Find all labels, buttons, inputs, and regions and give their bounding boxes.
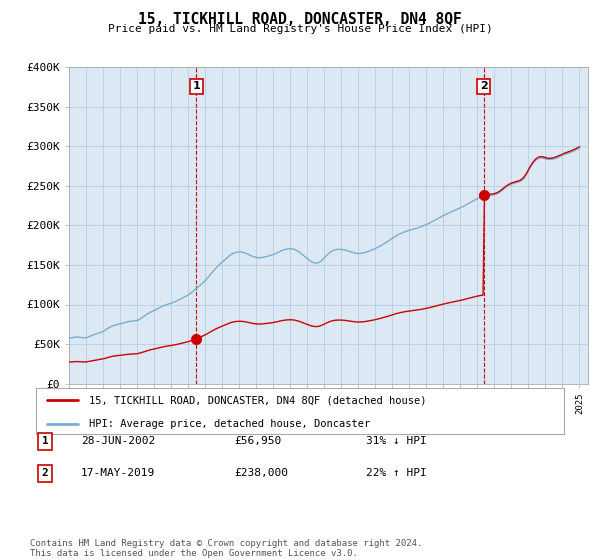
Text: 15, TICKHILL ROAD, DONCASTER, DN4 8QF (detached house): 15, TICKHILL ROAD, DONCASTER, DN4 8QF (d… xyxy=(89,395,426,405)
Text: Contains HM Land Registry data © Crown copyright and database right 2024.
This d: Contains HM Land Registry data © Crown c… xyxy=(30,539,422,558)
Text: 17-MAY-2019: 17-MAY-2019 xyxy=(81,468,155,478)
Text: 15, TICKHILL ROAD, DONCASTER, DN4 8QF: 15, TICKHILL ROAD, DONCASTER, DN4 8QF xyxy=(138,12,462,27)
Text: £238,000: £238,000 xyxy=(234,468,288,478)
Text: Price paid vs. HM Land Registry's House Price Index (HPI): Price paid vs. HM Land Registry's House … xyxy=(107,24,493,34)
Text: 2: 2 xyxy=(480,81,488,91)
Text: 31% ↓ HPI: 31% ↓ HPI xyxy=(366,436,427,446)
Text: HPI: Average price, detached house, Doncaster: HPI: Average price, detached house, Donc… xyxy=(89,419,370,429)
Text: £56,950: £56,950 xyxy=(234,436,281,446)
Text: 2: 2 xyxy=(41,468,49,478)
Text: 1: 1 xyxy=(193,81,200,91)
Text: 28-JUN-2002: 28-JUN-2002 xyxy=(81,436,155,446)
Text: 1: 1 xyxy=(41,436,49,446)
Text: 22% ↑ HPI: 22% ↑ HPI xyxy=(366,468,427,478)
